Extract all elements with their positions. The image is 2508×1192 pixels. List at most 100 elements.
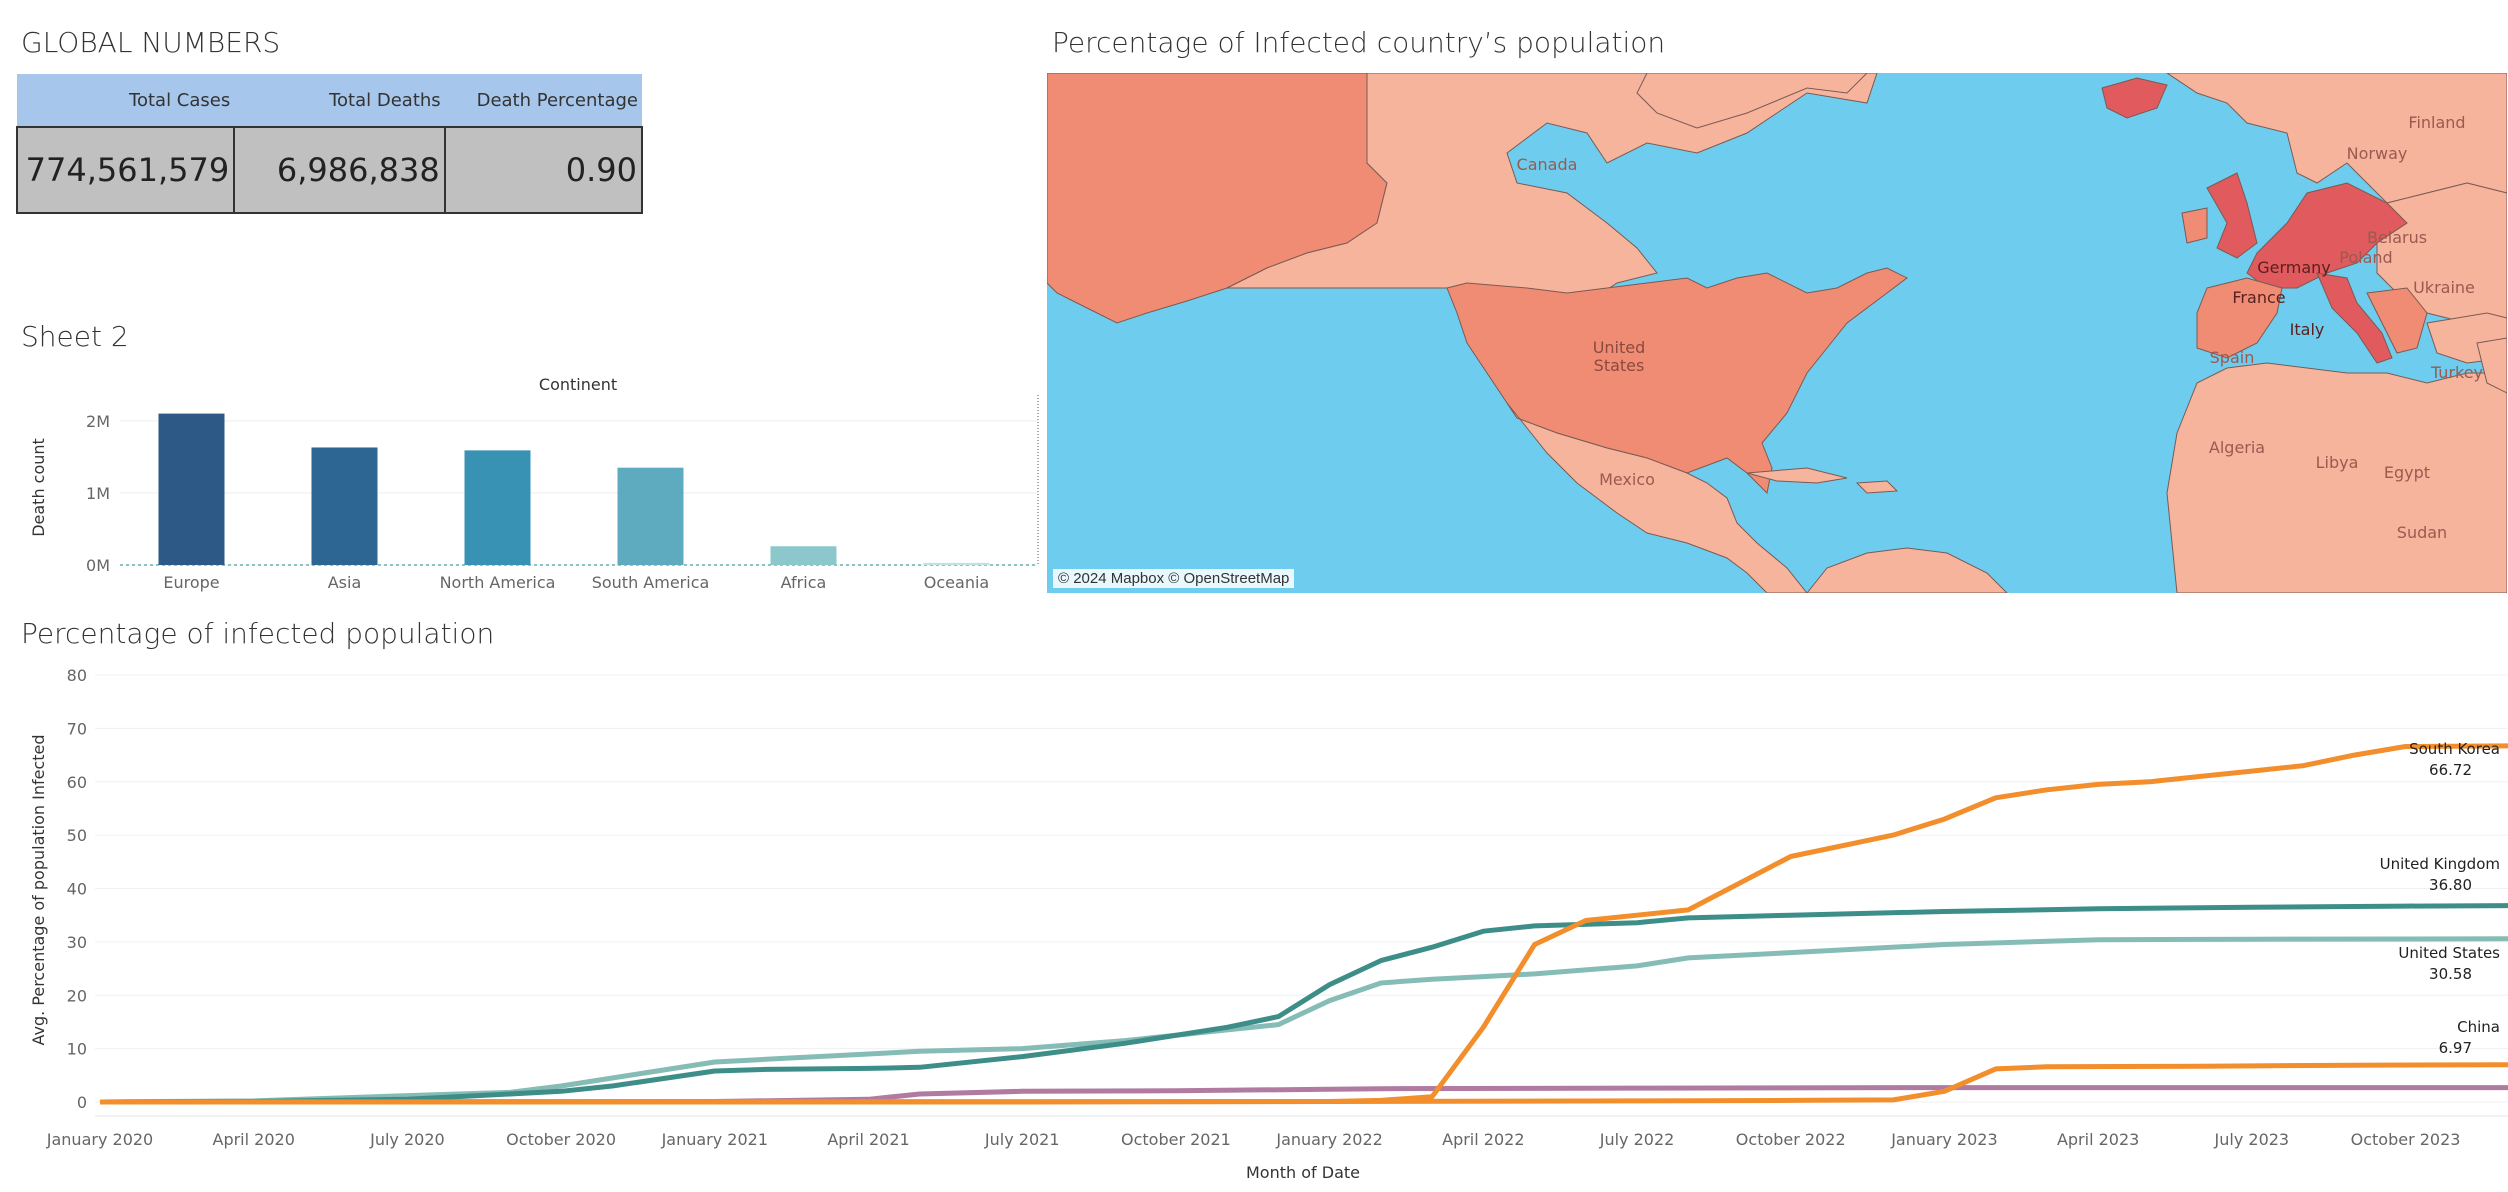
map-label-libya: Libya: [2316, 453, 2359, 472]
north-africa-region: [2166, 362, 2507, 593]
bar-south-america: [617, 467, 684, 565]
line-x-tick-label: January 2023: [1890, 1130, 1997, 1149]
map-label-united-states: United States: [1593, 338, 1646, 375]
total-cases-value: 774,561,579: [15, 126, 236, 214]
total-deaths-header: Total Deaths: [234, 74, 445, 127]
bar-africa: [770, 546, 837, 565]
map-label-belarus: Belarus: [2367, 228, 2427, 247]
line-x-tick-label: January 2021: [661, 1130, 768, 1149]
global-numbers-title: GLOBAL NUMBERS: [21, 26, 281, 59]
italy-region: [2316, 272, 2393, 364]
bar-y-tick-label: 1M: [86, 484, 110, 503]
map-label-norway: Norway: [2347, 144, 2408, 163]
bar-y-tick-label: 0M: [86, 556, 110, 575]
series-united-states: [99, 936, 2508, 1105]
map-title: Percentage of Infected country’s populat…: [1052, 26, 1666, 59]
sheet2-title: Sheet 2: [21, 320, 129, 353]
map-label-algeria: Algeria: [2209, 438, 2265, 457]
line-x-tick-label: October 2022: [1736, 1130, 1846, 1149]
map-label-ukraine: Ukraine: [2413, 278, 2475, 297]
series-united-kingdom: [99, 903, 2508, 1105]
map-label-spain: Spain: [2210, 348, 2255, 367]
infection-line-chart[interactable]: 0 10 20 30 40 50 60 70 80 Avg. Percentage of popu…: [0, 650, 2508, 1192]
series-value-label: 66.72: [2429, 761, 2472, 779]
line-y-tick-label: 30: [67, 933, 87, 952]
bar-chart-title: Continent: [539, 375, 617, 394]
line-y-tick-label: 20: [67, 986, 87, 1005]
iceland-island: [2101, 77, 2168, 119]
infection-map[interactable]: Canada United States Mexico France Germany Pol…: [1047, 73, 2507, 593]
death-count-bar-chart[interactable]: Continent 0M 1M 2M Death count Europe Asia Nort…: [0, 360, 1045, 600]
series-value-label: 30.58: [2429, 965, 2472, 983]
line-x-tick-label: July 2022: [1599, 1130, 1675, 1149]
map-attribution: © 2024 Mapbox © OpenStreetMap: [1053, 569, 1295, 588]
united-kingdom-island: [2206, 172, 2258, 259]
bar-y-tick-label: 2M: [86, 412, 110, 431]
series-value-label: 6.97: [2439, 1039, 2472, 1057]
line-x-tick-label: April 2023: [2057, 1130, 2139, 1149]
map-label-finland: Finland: [2408, 113, 2465, 132]
line-y-tick-label: 70: [67, 719, 87, 738]
series-value-label: 36.80: [2429, 876, 2472, 894]
bar-europe: [158, 413, 225, 565]
ireland-island: [2181, 207, 2208, 244]
bar-x-tick-label: North America: [440, 573, 556, 592]
series-name-label: United States: [2398, 944, 2500, 962]
line-y-tick-label: 40: [67, 880, 87, 899]
line-y-tick-label: 0: [77, 1093, 87, 1112]
balkans-region: [2366, 287, 2428, 354]
bar-x-tick-label: Asia: [328, 573, 362, 592]
cuba-island: [1746, 467, 1848, 484]
line-chart-title: Percentage of infected population: [21, 617, 495, 650]
map-label-turkey: Turkey: [2430, 363, 2483, 382]
line-x-tick-label: January 2022: [1275, 1130, 1382, 1149]
line-x-tick-label: July 2020: [369, 1130, 445, 1149]
line-x-tick-label: April 2022: [1442, 1130, 1524, 1149]
bar-x-tick-label: Oceania: [924, 573, 989, 592]
series-name-label: United Kingdom: [2380, 855, 2500, 873]
line-x-tick-label: July 2023: [2214, 1130, 2290, 1149]
bar-asia: [311, 447, 378, 565]
middle-east-region: [2476, 337, 2507, 394]
death-percentage-header: Death Percentage: [444, 74, 642, 127]
line-y-tick-label: 50: [67, 826, 87, 845]
line-x-tick-label: April 2021: [827, 1130, 909, 1149]
global-numbers-table: Total Cases Total Deaths Death Percentag…: [15, 74, 644, 214]
line-y-axis-label: Avg. Percentage of population Infected: [29, 734, 48, 1045]
south-america-region: [1806, 547, 2008, 593]
series-name-label: South Korea: [2409, 740, 2500, 758]
bar-north-america: [464, 450, 531, 565]
bar-x-tick-label: South America: [592, 573, 710, 592]
map-label-france: France: [2232, 288, 2285, 307]
line-x-axis-label: Month of Date: [1246, 1163, 1360, 1182]
map-canvas: Canada United States Mexico France Germany Pol…: [1047, 73, 2507, 593]
hispaniola-island: [1855, 480, 1899, 494]
line-x-tick-label: April 2020: [213, 1130, 295, 1149]
map-label-mexico: Mexico: [1599, 470, 1655, 489]
map-label-germany: Germany: [2257, 258, 2331, 277]
line-y-tick-label: 60: [67, 773, 87, 792]
mexico-region: [1506, 402, 1808, 593]
total-cases-header: Total Cases: [17, 74, 235, 127]
bar-oceania: [923, 562, 990, 565]
line-y-tick-label: 80: [67, 666, 87, 685]
line-y-tick-label: 10: [67, 1040, 87, 1059]
series-south-korea: [99, 743, 2508, 1105]
line-x-tick-label: October 2023: [2351, 1130, 2461, 1149]
map-label-italy: Italy: [2290, 320, 2325, 339]
death-percentage-value: 0.90: [443, 126, 644, 214]
line-x-tick-label: July 2021: [984, 1130, 1060, 1149]
line-x-tick-label: October 2021: [1121, 1130, 1231, 1149]
bar-y-axis-label: Death count: [29, 438, 48, 537]
map-label-poland: Poland: [2339, 248, 2392, 267]
iberia-region: [2196, 277, 2283, 359]
map-label-canada: Canada: [1517, 155, 1578, 174]
bar-x-tick-label: Africa: [781, 573, 827, 592]
series-name-label: China: [2457, 1018, 2500, 1036]
line-x-tick-label: October 2020: [506, 1130, 616, 1149]
total-deaths-value: 6,986,838: [233, 126, 446, 214]
arctic-islands: [1636, 73, 1868, 129]
map-label-sudan: Sudan: [2397, 523, 2447, 542]
map-labels: Canada United States Mexico France Germany Pol…: [1517, 113, 2483, 542]
bar-x-tick-label: Europe: [163, 573, 219, 592]
